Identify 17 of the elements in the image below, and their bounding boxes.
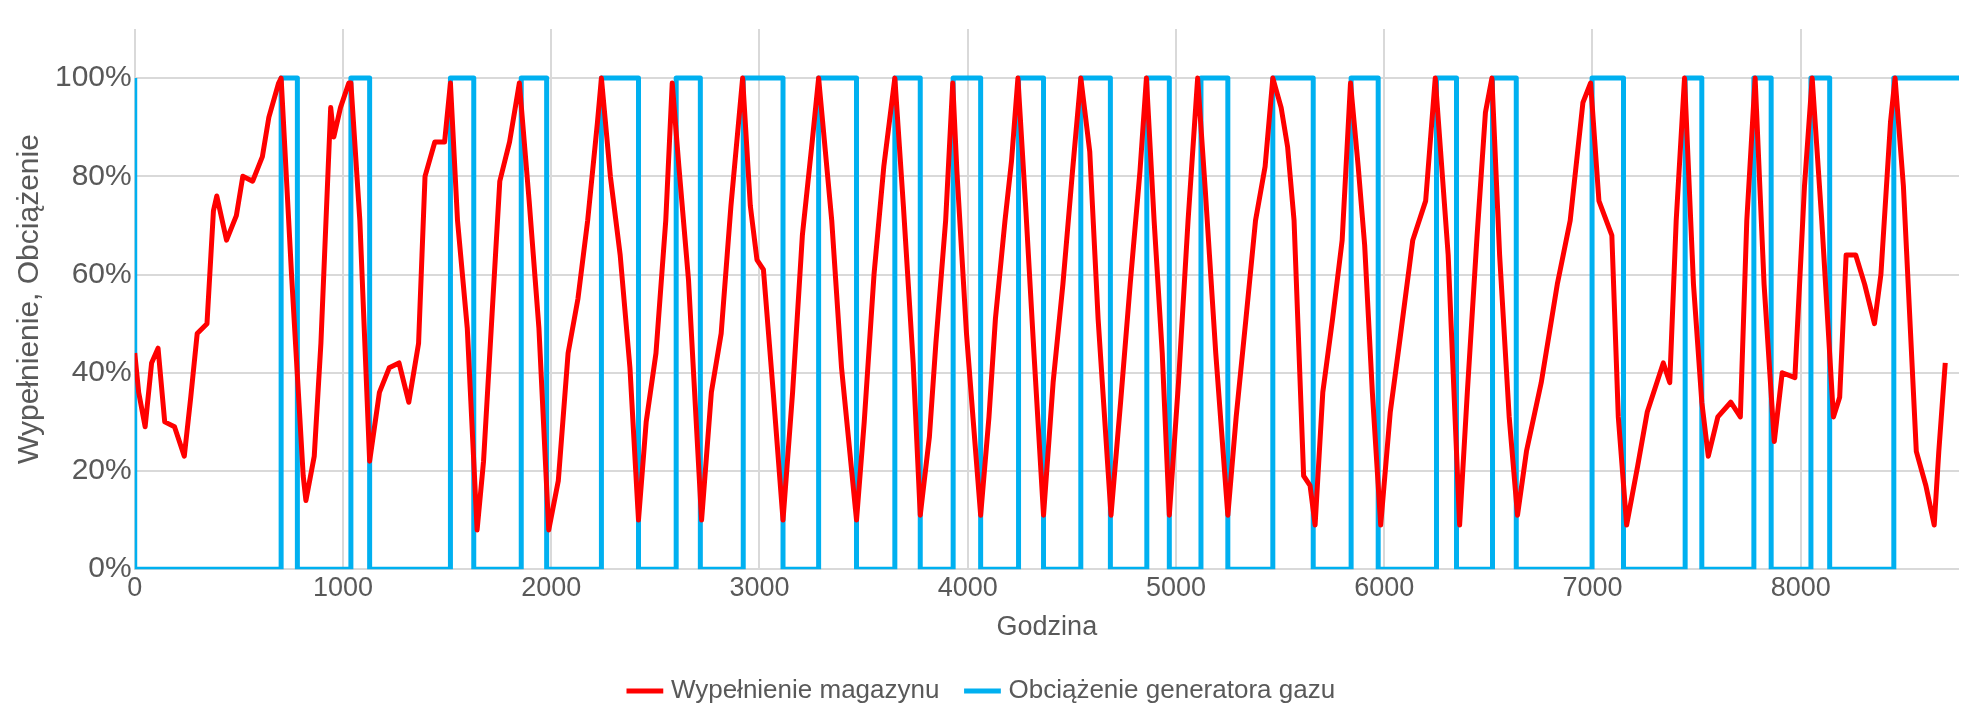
x-tick-label: 1000 — [312, 571, 374, 602]
x-tick-label: 7000 — [1562, 571, 1623, 602]
y-tick-label: 20% — [71, 452, 132, 486]
x-tick-label: 2000 — [521, 571, 582, 602]
y-tick-label: 60% — [71, 255, 132, 289]
x-tick-label: 8000 — [1770, 571, 1831, 602]
legend-label: Wypełnienie magazynu — [670, 674, 940, 705]
x-axis-title: Godzina — [996, 611, 1099, 642]
x-tick-label: 6000 — [1354, 571, 1415, 602]
y-axis-title: Wypełnienie, Obciążenie — [11, 134, 45, 465]
x-tick-label: 5000 — [1145, 571, 1207, 602]
y-tick-label: 40% — [71, 354, 132, 388]
y-tick-label: 80% — [71, 157, 132, 191]
x-tick-label: 3000 — [729, 571, 790, 602]
x-tick-label: 4000 — [937, 571, 998, 602]
y-tick-label: 100% — [54, 59, 132, 93]
legend-label: Obciążenie generatora gazu — [1008, 674, 1336, 705]
